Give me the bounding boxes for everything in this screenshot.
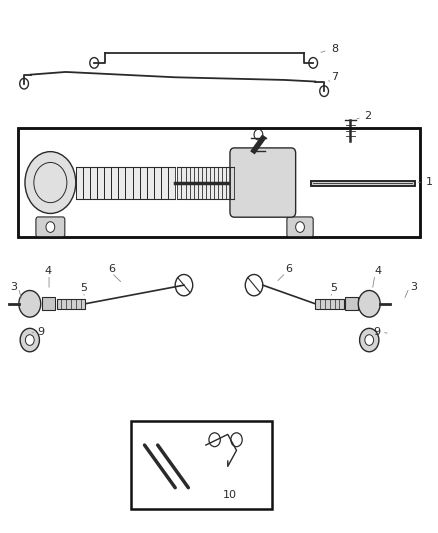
Circle shape bbox=[46, 222, 55, 232]
Text: 6: 6 bbox=[108, 264, 115, 274]
Bar bbox=[57, 299, 85, 309]
Text: 5: 5 bbox=[330, 283, 337, 293]
Text: 2: 2 bbox=[364, 111, 371, 121]
Bar bbox=[18, 128, 420, 237]
Circle shape bbox=[25, 335, 34, 345]
Bar bbox=[345, 297, 358, 310]
Circle shape bbox=[20, 328, 39, 352]
FancyBboxPatch shape bbox=[287, 217, 313, 237]
Circle shape bbox=[360, 328, 379, 352]
Circle shape bbox=[296, 222, 304, 232]
Text: 7: 7 bbox=[332, 72, 339, 82]
Bar bbox=[18, 128, 420, 237]
FancyBboxPatch shape bbox=[36, 217, 65, 237]
Text: 3: 3 bbox=[11, 282, 18, 292]
Circle shape bbox=[19, 290, 41, 317]
Text: 8: 8 bbox=[332, 44, 339, 54]
Text: 10: 10 bbox=[223, 490, 237, 499]
Circle shape bbox=[365, 335, 374, 345]
Circle shape bbox=[358, 290, 380, 317]
Bar bbox=[315, 299, 344, 309]
FancyBboxPatch shape bbox=[230, 148, 296, 217]
Text: 4: 4 bbox=[374, 266, 381, 276]
Circle shape bbox=[25, 152, 76, 213]
Text: 9: 9 bbox=[38, 327, 45, 337]
Text: 4: 4 bbox=[45, 266, 52, 276]
Bar bbox=[76, 166, 175, 199]
Bar bbox=[177, 166, 234, 199]
Text: 3: 3 bbox=[410, 282, 417, 292]
Bar bbox=[131, 421, 272, 509]
Text: 5: 5 bbox=[80, 283, 87, 293]
Text: 1: 1 bbox=[426, 177, 433, 187]
Text: 6: 6 bbox=[286, 264, 293, 274]
Text: 9: 9 bbox=[373, 327, 380, 337]
Bar bbox=[42, 297, 55, 310]
